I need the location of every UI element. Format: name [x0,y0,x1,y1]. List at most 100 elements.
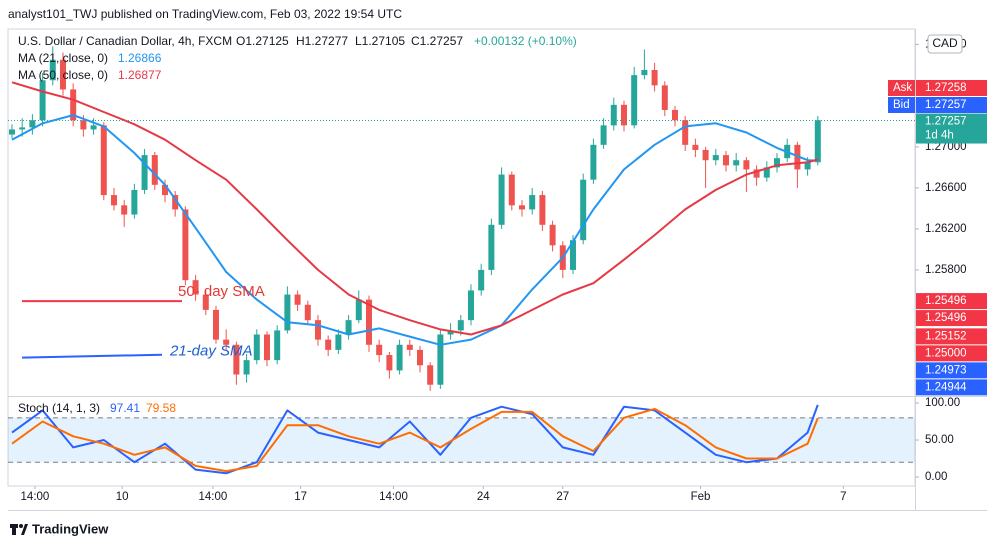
candle-body [600,125,607,145]
candle-body [518,205,525,210]
published-line: analyst101_TWJ published on TradingView.… [8,7,402,21]
price-line-label-box [916,345,987,362]
candle-body [355,299,362,321]
candle-body [467,290,474,321]
countdown: 1d 4h [925,130,954,142]
candle-body [539,195,546,225]
candle-body [702,149,709,161]
legend-close: C1.27257 [411,34,463,48]
candle-body [661,85,668,110]
last-price-box [916,113,987,144]
candle-body [508,174,515,206]
price-line-label: 1.25000 [925,347,967,359]
series-line [11,407,819,473]
candle-body [651,69,658,86]
candle-body [804,162,811,170]
x-tick-label: 14:00 [21,491,50,503]
candle-body [427,365,434,385]
x-tick-label: 17 [294,491,307,503]
price-line-label: 1.24944 [925,381,967,393]
footer-logo [10,524,28,535]
ma50-legend: MA (50, close, 0) [18,68,108,82]
bid-label: Bid [893,99,910,111]
series-line [11,81,819,336]
candle-body [39,80,46,121]
candle-body [172,195,179,210]
candle-body [304,304,311,321]
candle-body [141,155,148,190]
candle-body [100,125,107,196]
price-line-label-box [916,293,987,310]
candle-body [151,155,158,185]
overlay: U.S. Dollar / Canadian Dollar, 4h, FXCM … [10,34,963,536]
candle-body [416,349,423,366]
legend-open: O1.27125 [236,34,289,48]
x-tick-label: 14:00 [379,491,408,503]
y-tick-label: 100.00 [925,397,960,409]
candle-body [131,189,138,215]
x-tick-label: Feb [691,491,711,503]
candle-body [8,129,15,135]
candle-body [314,320,321,340]
candle-body [753,169,760,178]
candle-body [457,320,464,331]
ma21-value: 1.26866 [118,51,162,65]
stoch-legend: Stoch (14, 1, 3) [18,401,100,415]
candle-body [274,330,281,361]
candle-body [763,167,770,178]
candle-body [243,360,250,375]
candle-body [263,334,270,361]
candle-body [345,320,352,335]
candle-body [631,75,638,126]
layer: 1.280001.270001.266001.262001.2580014:00… [8,38,987,503]
stoch-band [8,417,915,463]
y-tick-label: 1.26600 [925,182,967,194]
candle-body [110,195,117,206]
footer-brand: TradingView [32,521,109,536]
price-line-label: 1.24973 [925,364,967,376]
candle-body [59,59,66,90]
price-line-label: 1.25496 [925,312,967,324]
candle-body [294,294,301,305]
candle-body [325,339,332,350]
stoch-k-value: 97.41 [110,401,140,415]
x-tick-label: 14:00 [199,491,228,503]
symbol: U.S. Dollar / Canadian Dollar, 4h, FXCM [18,34,232,48]
candle-body [682,120,689,145]
candle-body [580,179,587,241]
candle-body [365,299,372,345]
legend-change: +0.00132 (+0.10%) [474,34,577,48]
candle-body [447,330,454,335]
logo-part [19,524,23,528]
currency-box[interactable] [927,34,963,54]
candle-body [529,195,536,210]
candle-body [90,125,97,130]
drawn-line [21,353,163,359]
currency[interactable]: CAD [932,36,958,50]
candle-body [386,355,393,371]
candle-body [396,344,403,371]
candle-body [192,280,199,295]
price-line-label-box [916,362,987,379]
ask-tag [888,80,915,96]
candle-body [376,344,383,356]
annotation: 21-day SMA [169,343,253,360]
candle-body [498,174,505,225]
annotation: 50- day SMA [178,283,265,300]
y-tick-label: 0.00 [925,471,947,483]
candle-body [712,155,719,161]
candle-body [233,344,240,375]
ask-value-box [916,80,987,96]
candle-body [641,69,648,76]
candle-body [478,269,485,291]
ask-value: 1.27258 [925,82,967,94]
candle-body [488,224,495,270]
candle-body [692,144,699,150]
legend-low: L1.27105 [355,34,405,48]
candle-body [569,240,576,270]
candle-body [814,120,821,163]
candle-body [161,184,168,196]
